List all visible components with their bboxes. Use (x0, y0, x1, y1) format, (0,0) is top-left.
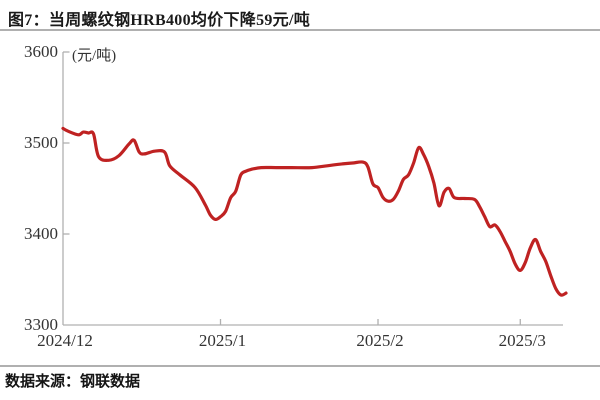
x-axis-tick-label: 2024/12 (37, 331, 93, 350)
price-line (61, 126, 568, 297)
x-axis-tick-label: 2025/1 (198, 331, 247, 350)
price-line-chart: (元/吨) 3600 3500 3400 3300 2024/12 2025/1… (24, 42, 568, 350)
x-axis-tick-label: 2025/2 (356, 331, 404, 350)
y-axis-tick-label: 3500 (24, 133, 58, 152)
title-divider (0, 29, 600, 31)
axis-ticks (63, 51, 521, 325)
y-axis-tick-label: 3600 (24, 42, 58, 61)
y-axis-unit-label: (元/吨) (72, 48, 117, 64)
y-axis-tick-label: 3300 (24, 315, 58, 334)
x-axis-tick-label: 2025/3 (498, 331, 546, 350)
chart-canvas (61, 51, 568, 326)
y-axis-tick-label: 3400 (24, 224, 58, 243)
source-divider (0, 365, 600, 367)
figure-title: 图7：当周螺纹钢HRB400均价下降59元/吨 (8, 12, 311, 29)
data-source: 数据来源：钢联数据 (5, 374, 141, 390)
